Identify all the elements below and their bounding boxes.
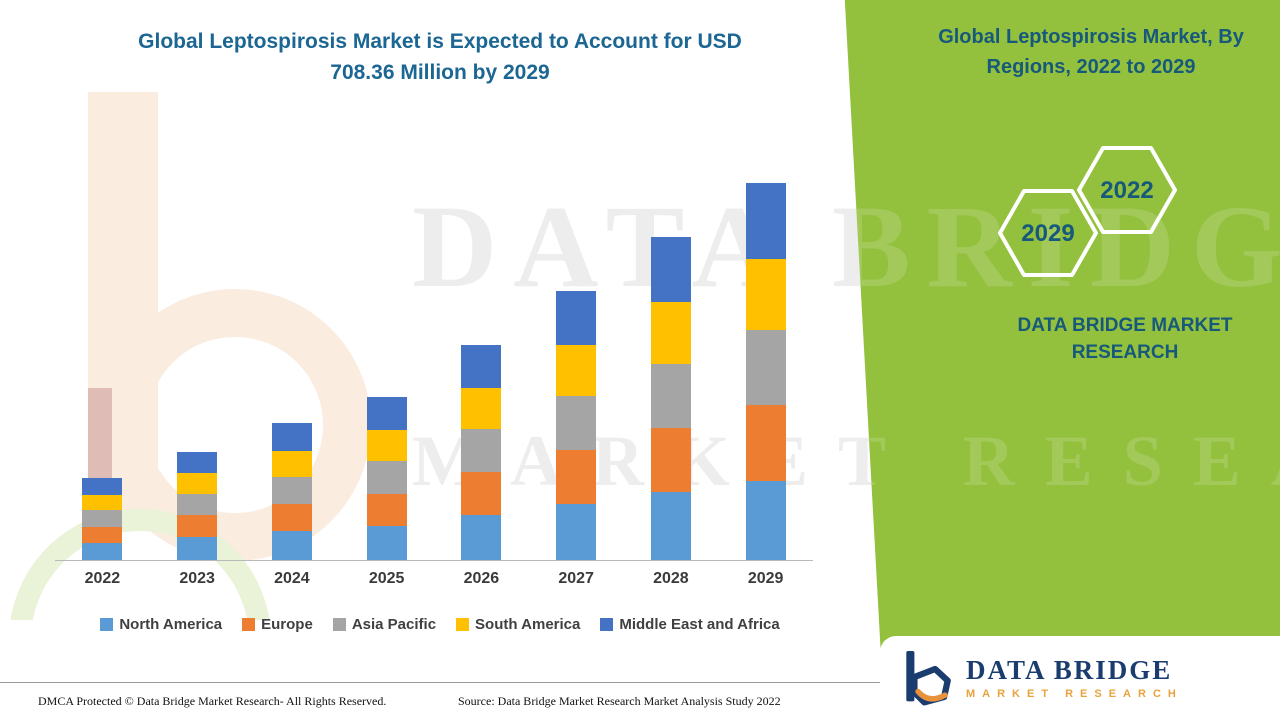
bar-segment-2024 (271, 423, 312, 451)
legend: North America Europe Asia Pacific South Ame… (40, 616, 840, 633)
bar-segment-2028 (650, 301, 691, 364)
bar-segment-2022 (82, 542, 123, 560)
brand-logo-text: DATA BRIDGE MARKET RESEARCH (966, 656, 1183, 700)
bar-segment-2029 (745, 480, 786, 560)
bar-segment-2022 (82, 494, 123, 511)
chart-title: Global Leptospirosis Market is Expected … (60, 26, 820, 88)
bar-segment-2025 (366, 461, 407, 494)
legend-label: Asia Pacific (351, 616, 437, 633)
bar-segment-2029 (745, 258, 786, 331)
chart-title-line1: Global Leptospirosis Market is Expected … (138, 30, 742, 53)
x-axis-label-2024: 2024 (274, 570, 310, 587)
legend-swatch (600, 618, 614, 631)
chart-title-line2: 708.36 Million by 2029 (330, 61, 550, 84)
x-axis-labels: 2022 2023 2024 2025 2026 2027 2028 2029 (55, 570, 813, 588)
bar-segment-2024 (271, 476, 312, 505)
x-axis-label-2022: 2022 (84, 570, 121, 587)
brand-logo-subtitle: MARKET RESEARCH (966, 688, 1183, 700)
bar-segment-2024 (271, 450, 312, 477)
bar-segment-2029 (745, 405, 786, 481)
bar-2022 (82, 478, 123, 560)
bar-segment-2022 (82, 478, 123, 495)
plot-area (55, 160, 813, 561)
bar-segment-2028 (650, 492, 691, 560)
source-note: Source: Data Bridge Market Research Mark… (458, 694, 781, 708)
bar-segment-2026 (461, 345, 502, 388)
bar-segment-2023 (177, 493, 218, 516)
bar-2026 (461, 345, 502, 560)
bar-2024 (271, 423, 312, 560)
bar-segment-2028 (650, 236, 691, 302)
x-axis-label-2027: 2027 (558, 570, 594, 587)
bar-segment-2024 (271, 504, 312, 532)
bar-segment-2023 (177, 515, 218, 538)
bar-segment-2022 (82, 510, 123, 527)
bar-segment-2028 (650, 428, 691, 493)
dmca-notice: DMCA Protected © Data Bridge Market Rese… (38, 694, 387, 708)
bar-segment-2025 (366, 430, 407, 462)
legend-item: Middle East and Africa (600, 616, 780, 633)
legend-swatch (332, 618, 346, 631)
bar-2023 (177, 452, 218, 560)
legend-item: North America (100, 616, 222, 633)
legend-swatch (456, 618, 470, 631)
brand-logo-card: DATA BRIDGE MARKET RESEARCH (880, 636, 1280, 720)
bar-segment-2027 (556, 291, 597, 346)
legend-item: Europe (242, 616, 313, 633)
bar-segment-2027 (556, 345, 597, 397)
bar-segment-2027 (556, 449, 597, 504)
bar-segment-2022 (82, 526, 123, 543)
bar-segment-2023 (177, 452, 218, 474)
bar-segment-2026 (461, 387, 502, 429)
bar-segment-2029 (745, 183, 786, 259)
footer: DMCA Protected © Data Bridge Market Rese… (0, 682, 880, 720)
bar-segment-2025 (366, 493, 407, 526)
x-axis-label-2025: 2025 (368, 570, 405, 587)
bar-segment-2025 (366, 397, 407, 431)
bar-segment-2027 (556, 396, 597, 450)
bar-2025 (366, 397, 407, 560)
legend-swatch (100, 618, 114, 631)
bar-segment-2026 (461, 428, 502, 472)
legend-swatch (242, 618, 256, 631)
x-axis-label-2023: 2023 (179, 570, 215, 587)
bar-2027 (556, 291, 597, 560)
bar-segment-2024 (271, 531, 312, 560)
bar-segment-2025 (366, 525, 407, 560)
x-axis-label-2028: 2028 (653, 570, 689, 587)
legend-label: North America (119, 616, 223, 633)
bar-segment-2028 (650, 363, 691, 429)
bar-segment-2027 (556, 503, 597, 560)
bar-segment-2023 (177, 473, 218, 494)
legend-label: Europe (261, 616, 313, 633)
bar-2028 (650, 236, 691, 560)
bar-2029 (745, 183, 786, 560)
legend-item: South America (456, 616, 580, 633)
bar-segment-2029 (745, 330, 786, 406)
bar-segment-2023 (177, 537, 218, 560)
bar-segment-2026 (461, 471, 502, 515)
brand-logo-name: DATA BRIDGE (966, 655, 1173, 685)
x-axis-label-2026: 2026 (463, 570, 500, 587)
x-axis-label-2029: 2029 (747, 570, 784, 587)
bar-segment-2026 (461, 514, 502, 560)
legend-item: Asia Pacific (332, 616, 437, 633)
legend-label: Middle East and Africa (619, 616, 780, 633)
brand-logo-icon (906, 651, 951, 706)
legend-label: South America (475, 616, 581, 633)
